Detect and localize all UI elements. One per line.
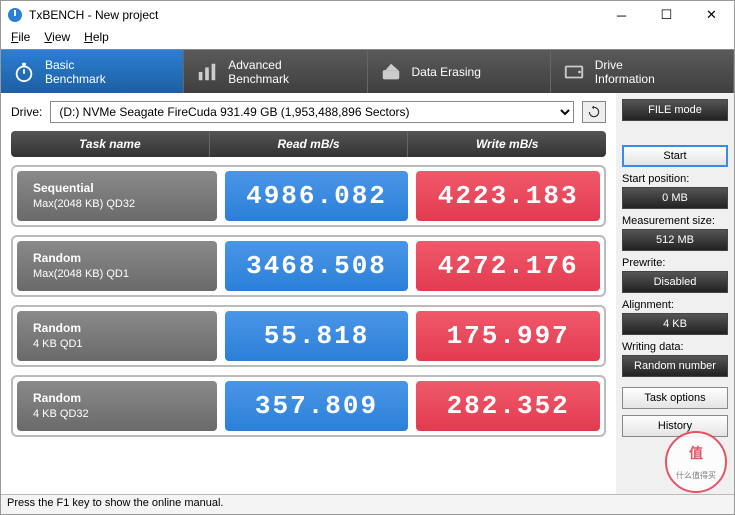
bars-icon xyxy=(196,61,218,83)
tab-drive-information[interactable]: DriveInformation xyxy=(551,50,734,93)
app-icon xyxy=(7,7,23,23)
header-write: Write mB/s xyxy=(408,131,606,157)
start-position-label: Start position: xyxy=(622,173,728,185)
tab-bar: BasicBenchmark AdvancedBenchmark Data Er… xyxy=(1,49,734,93)
read-value: 3468.508 xyxy=(225,241,409,291)
menu-help[interactable]: Help xyxy=(78,29,115,49)
tab-label: Benchmark xyxy=(45,72,106,86)
menu-file[interactable]: File xyxy=(5,29,36,49)
tab-label: Advanced xyxy=(228,58,289,72)
measurement-size-label: Measurement size: xyxy=(622,215,728,227)
start-button[interactable]: Start xyxy=(622,145,728,167)
drive-select[interactable]: (D:) NVMe Seagate FireCuda 931.49 GB (1,… xyxy=(50,101,574,123)
result-row: Random4 KB QD32357.809282.352 xyxy=(11,375,606,437)
header-task: Task name xyxy=(11,131,210,157)
read-value: 4986.082 xyxy=(225,171,409,221)
writing-data-value[interactable]: Random number xyxy=(622,355,728,377)
prewrite-value[interactable]: Disabled xyxy=(622,271,728,293)
write-value: 4223.183 xyxy=(416,171,600,221)
result-row: RandomMax(2048 KB) QD13468.5084272.176 xyxy=(11,235,606,297)
task-cell: Random4 KB QD32 xyxy=(17,381,217,431)
minimize-button[interactable]: ─ xyxy=(599,1,644,29)
result-row: Random4 KB QD155.818175.997 xyxy=(11,305,606,367)
task-options-button[interactable]: Task options xyxy=(622,387,728,409)
eraser-icon xyxy=(380,61,402,83)
task-cell: SequentialMax(2048 KB) QD32 xyxy=(17,171,217,221)
svg-text:值: 值 xyxy=(689,445,703,461)
window-title: TxBENCH - New project xyxy=(29,8,599,22)
writing-data-label: Writing data: xyxy=(622,341,728,353)
drive-icon xyxy=(563,61,585,83)
header-read: Read mB/s xyxy=(210,131,409,157)
tab-label: Data Erasing xyxy=(412,65,481,79)
write-value: 4272.176 xyxy=(416,241,600,291)
file-mode-button[interactable]: FILE mode xyxy=(622,99,728,121)
read-value: 55.818 xyxy=(225,311,409,361)
alignment-value[interactable]: 4 KB xyxy=(622,313,728,335)
result-row: SequentialMax(2048 KB) QD324986.0824223.… xyxy=(11,165,606,227)
tab-basic-benchmark[interactable]: BasicBenchmark xyxy=(1,50,184,93)
task-cell: RandomMax(2048 KB) QD1 xyxy=(17,241,217,291)
menubar: File View Help xyxy=(1,29,734,49)
alignment-label: Alignment: xyxy=(622,299,728,311)
start-position-value[interactable]: 0 MB xyxy=(622,187,728,209)
main-panel: Drive: (D:) NVMe Seagate FireCuda 931.49… xyxy=(1,93,616,496)
stopwatch-icon xyxy=(13,61,35,83)
write-value: 175.997 xyxy=(416,311,600,361)
read-value: 357.809 xyxy=(225,381,409,431)
task-cell: Random4 KB QD1 xyxy=(17,311,217,361)
write-value: 282.352 xyxy=(416,381,600,431)
maximize-button[interactable]: ☐ xyxy=(644,1,689,29)
close-button[interactable]: ✕ xyxy=(689,1,734,29)
tab-advanced-benchmark[interactable]: AdvancedBenchmark xyxy=(184,50,367,93)
status-bar: Press the F1 key to show the online manu… xyxy=(1,494,734,514)
tab-label: Information xyxy=(595,72,655,86)
menu-view[interactable]: View xyxy=(38,29,76,49)
tab-label: Benchmark xyxy=(228,72,289,86)
refresh-icon xyxy=(587,105,601,119)
tab-label: Drive xyxy=(595,58,655,72)
tab-data-erasing[interactable]: Data Erasing xyxy=(368,50,551,93)
tab-label: Basic xyxy=(45,58,106,72)
results-header: Task name Read mB/s Write mB/s xyxy=(11,131,606,157)
drive-label: Drive: xyxy=(11,105,42,119)
prewrite-label: Prewrite: xyxy=(622,257,728,269)
titlebar: TxBENCH - New project ─ ☐ ✕ xyxy=(1,1,734,29)
refresh-button[interactable] xyxy=(582,101,606,123)
measurement-size-value[interactable]: 512 MB xyxy=(622,229,728,251)
watermark-icon: 值 什么值得买 xyxy=(664,430,728,494)
svg-text:什么值得买: 什么值得买 xyxy=(676,470,716,480)
